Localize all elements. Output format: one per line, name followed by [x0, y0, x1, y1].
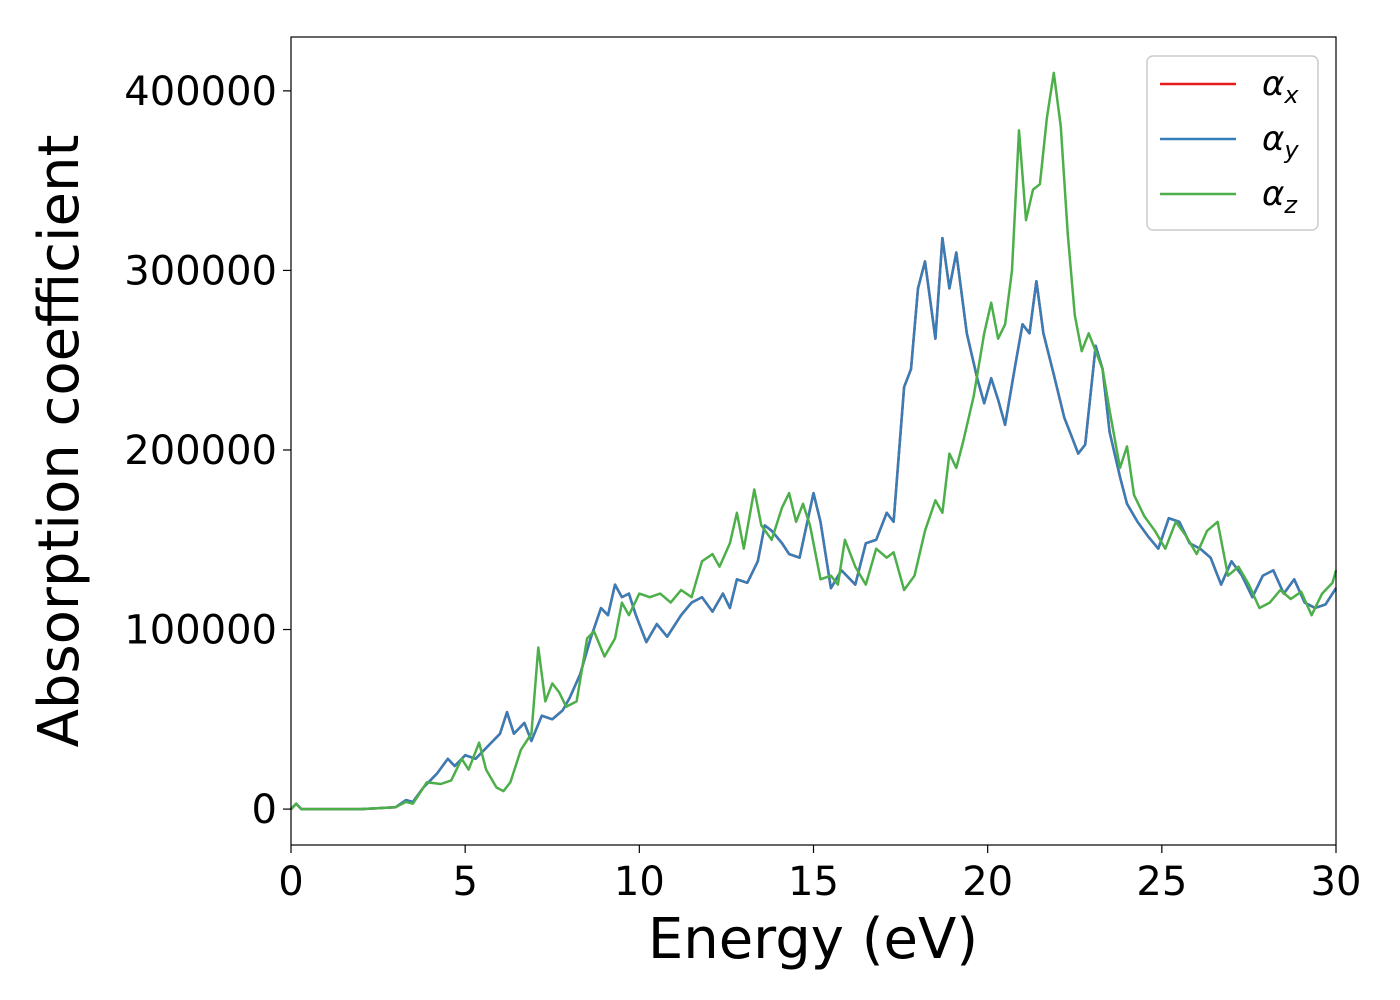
series-line-y	[290, 236, 1338, 811]
legend-subscript: x	[1283, 81, 1299, 109]
x-tick-label: 25	[1136, 859, 1187, 905]
y-tick-label: 400000	[124, 69, 277, 115]
y-axis-ticks: 0 100000 200000 300000 400000	[124, 69, 291, 833]
x-axis-ticks: 0 5 10 15 20 25 30	[278, 845, 1361, 905]
y-tick-label: 100000	[124, 608, 277, 654]
y-axis-title: Absorption coefficient	[27, 135, 92, 748]
series-line-z	[290, 71, 1338, 811]
x-tick-label: 30	[1311, 859, 1362, 905]
y-tick-label: 0	[252, 787, 277, 833]
x-tick-label: 10	[614, 859, 665, 905]
legend-subscript: z	[1283, 191, 1298, 219]
legend-subscript: y	[1283, 136, 1299, 164]
series-layer	[290, 71, 1338, 811]
x-axis-title: Energy (eV)	[648, 907, 978, 972]
x-tick-label: 20	[962, 859, 1013, 905]
x-tick-label: 5	[452, 859, 477, 905]
y-tick-label: 300000	[124, 248, 277, 294]
x-tick-label: 15	[788, 859, 839, 905]
legend-box	[1146, 55, 1319, 231]
x-tick-label: 0	[278, 859, 303, 905]
y-tick-label: 200000	[124, 428, 277, 474]
